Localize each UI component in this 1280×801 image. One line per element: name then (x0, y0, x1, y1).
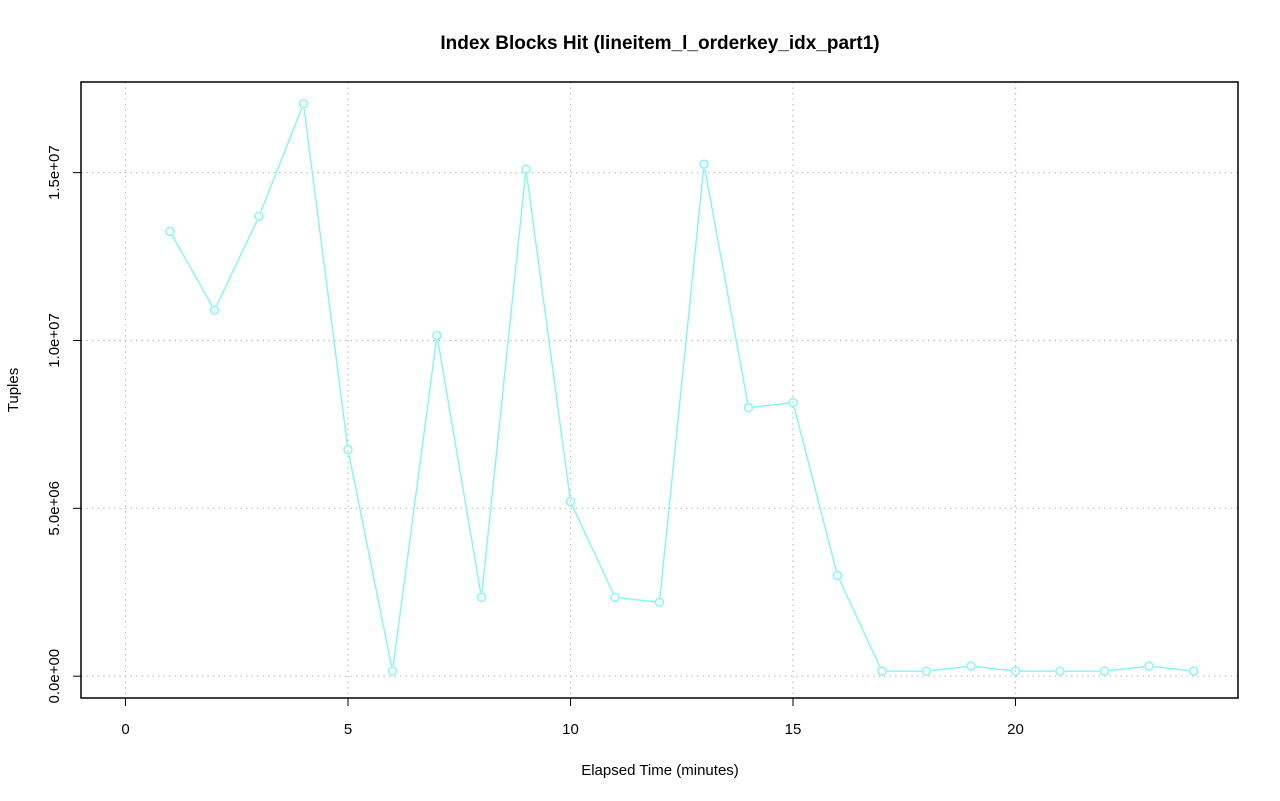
series-segment (1153, 665, 1189, 672)
series-markers (165, 99, 1199, 676)
data-point (521, 164, 531, 174)
series-segment (348, 454, 393, 667)
y-axis: 0.0e+00 5.0e+06 1.0e+07 1.5e+07 (46, 145, 82, 704)
series-segment (260, 108, 303, 212)
data-point (610, 592, 620, 602)
series-segment (392, 340, 438, 667)
x-axis-label: Elapsed Time (minutes) (581, 762, 739, 779)
data-point (1188, 666, 1199, 676)
series-segment (303, 108, 349, 445)
x-tick-label: 10 (562, 721, 579, 738)
data-point (877, 666, 887, 676)
x-tick-label: 5 (344, 721, 352, 738)
data-point (1055, 666, 1065, 676)
data-point (209, 305, 220, 315)
data-point (654, 597, 665, 608)
data-point (387, 666, 398, 676)
series-segment (838, 579, 881, 667)
series-segment (659, 169, 705, 598)
data-point (343, 444, 353, 455)
series-segment (525, 174, 571, 497)
y-tick-label: 5.0e+06 (46, 481, 63, 536)
data-point (699, 159, 709, 169)
data-point (921, 666, 932, 676)
grid-lines (81, 82, 1238, 698)
series-segment (931, 665, 967, 672)
series-segment (619, 597, 655, 603)
data-point (743, 402, 754, 413)
data-point (565, 496, 576, 507)
data-point (254, 211, 264, 221)
series-line (171, 108, 1189, 672)
data-point (1099, 666, 1110, 676)
data-point (165, 226, 175, 237)
x-axis: 0 5 10 15 20 (121, 697, 1024, 738)
x-tick-label: 15 (785, 721, 802, 738)
y-axis-label: Tuples (5, 368, 22, 412)
series-segment (216, 220, 258, 307)
data-point (788, 397, 798, 408)
data-point (476, 592, 487, 602)
series-segment (975, 665, 1011, 672)
series-segment (704, 169, 749, 403)
y-tick-label: 1.0e+07 (46, 313, 63, 368)
data-point (1144, 661, 1154, 671)
series-segment (1109, 665, 1145, 672)
chart-title: Index Blocks Hit (lineitem_l_orderkey_id… (440, 33, 879, 54)
series-segment (571, 505, 614, 594)
x-tick-label: 0 (121, 721, 129, 738)
series-segment (793, 407, 837, 571)
series-segment (437, 340, 482, 593)
x-tick-label: 20 (1007, 721, 1024, 738)
data-point (832, 570, 843, 581)
series-segment (171, 235, 213, 307)
y-tick-label: 0.0e+00 (46, 649, 63, 704)
data-point (1010, 666, 1021, 676)
y-tick-label: 1.5e+07 (46, 145, 63, 200)
data-point (432, 330, 442, 341)
data-point (966, 661, 976, 671)
data-point (298, 99, 309, 109)
series-segment (481, 174, 527, 593)
series-segment (753, 402, 789, 408)
